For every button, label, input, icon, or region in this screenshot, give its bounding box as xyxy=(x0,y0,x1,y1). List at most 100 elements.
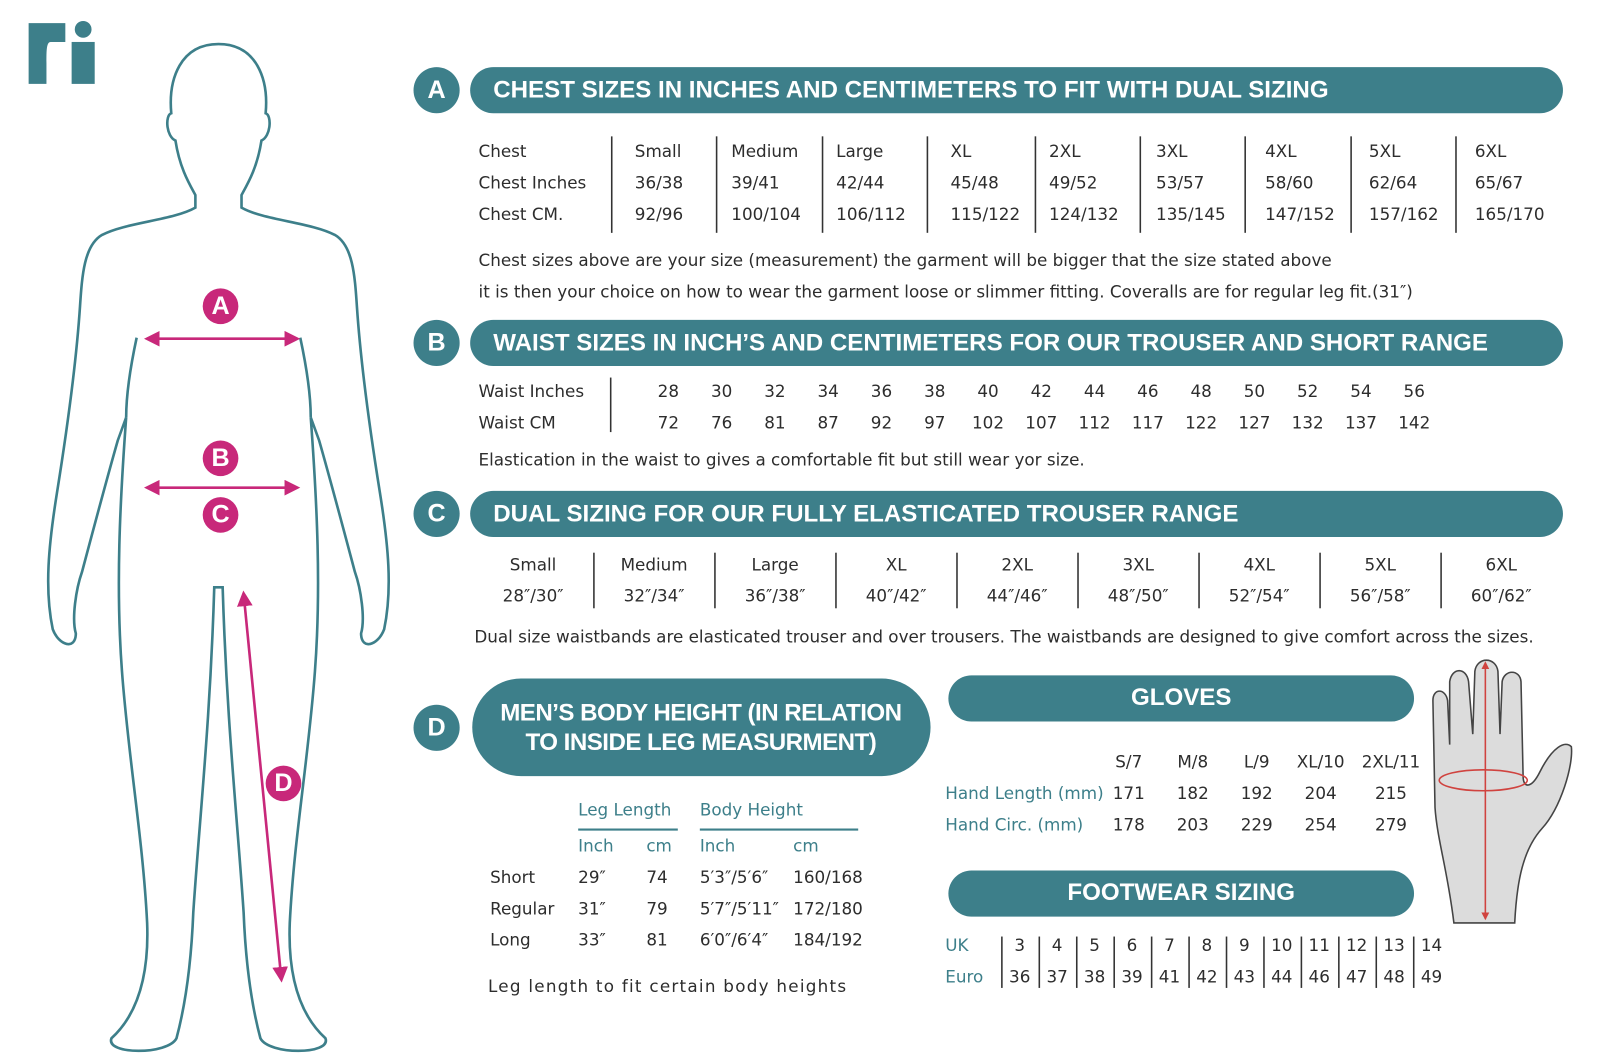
cell: 100/104 xyxy=(731,204,801,224)
cell: 32 xyxy=(764,381,785,401)
cell: 50 xyxy=(1244,381,1265,401)
section-title: MEN’S BODY HEIGHT (IN RELATION xyxy=(500,700,901,727)
cell: 5XL xyxy=(1369,141,1401,161)
cell: 44 xyxy=(1271,966,1292,986)
cell: Small xyxy=(510,554,557,574)
cell: 147/152 xyxy=(1265,204,1335,224)
badge-letter: A xyxy=(428,76,446,104)
cell: 81 xyxy=(646,930,667,950)
cell: 102 xyxy=(972,413,1004,433)
cell: 74 xyxy=(646,867,667,887)
unit: cm xyxy=(646,835,672,855)
cell: 46 xyxy=(1309,966,1330,986)
cell: 115/122 xyxy=(950,204,1020,224)
cell: 29″ xyxy=(578,867,606,887)
cell: 32″/34″ xyxy=(624,586,685,606)
note: it is then your choice on how to wear th… xyxy=(479,282,1413,302)
cell: 6 xyxy=(1127,935,1138,955)
cell: 65/67 xyxy=(1475,173,1523,193)
row-label: UK xyxy=(945,935,969,955)
unit: Inch xyxy=(578,835,613,855)
cell: 54 xyxy=(1350,381,1371,401)
cell: 40″/42″ xyxy=(866,586,927,606)
cell: 107 xyxy=(1025,413,1057,433)
badge-letter: C xyxy=(211,501,229,529)
size: XL/10 xyxy=(1297,751,1345,771)
cell: 52″/54″ xyxy=(1229,586,1290,606)
cell: 36 xyxy=(871,381,892,401)
cell: 47 xyxy=(1346,966,1367,986)
cell: 60″/62″ xyxy=(1471,586,1532,606)
cell: 5′7″/5′11″ xyxy=(700,898,779,918)
section-title: FOOTWEAR SIZING xyxy=(1067,879,1295,906)
badge xyxy=(202,440,239,477)
cell: 160/168 xyxy=(793,867,863,887)
cell: 6XL xyxy=(1486,554,1518,574)
size: S/7 xyxy=(1115,751,1142,771)
badge-letter: B xyxy=(211,444,229,472)
cell: Medium xyxy=(621,554,688,574)
cell: 42 xyxy=(1196,966,1217,986)
cell: 203 xyxy=(1177,814,1209,834)
banner xyxy=(470,319,1563,367)
cell: Short xyxy=(490,867,535,887)
cell: 112 xyxy=(1079,413,1111,433)
cell: 36/38 xyxy=(635,173,683,193)
row-label: Waist CM xyxy=(479,413,556,433)
badge xyxy=(202,288,239,325)
cell: 3 xyxy=(1014,935,1025,955)
cell: 49/52 xyxy=(1049,173,1097,193)
cell: 38 xyxy=(924,381,945,401)
cell: XL xyxy=(950,141,971,161)
cell: 11 xyxy=(1309,935,1330,955)
banner xyxy=(948,870,1415,917)
glove-illustration xyxy=(1432,659,1573,924)
cell: 28 xyxy=(658,381,679,401)
cell: 52 xyxy=(1297,381,1318,401)
section-title: CHEST SIZES IN INCHES AND CENTIMETERS TO… xyxy=(493,77,1328,104)
cell: 106/112 xyxy=(836,204,906,224)
cell: 53/57 xyxy=(1156,173,1204,193)
badge xyxy=(413,704,460,751)
cell: Chest CM. xyxy=(479,204,564,224)
banner xyxy=(470,490,1563,537)
cell: 62/64 xyxy=(1369,173,1417,193)
cell: 137 xyxy=(1345,413,1377,433)
cell: 48 xyxy=(1383,966,1404,986)
cell: 37 xyxy=(1046,966,1067,986)
size: M/8 xyxy=(1177,751,1208,771)
cell: 165/170 xyxy=(1475,204,1545,224)
cell: Medium xyxy=(731,141,798,161)
cell: 172/180 xyxy=(793,898,863,918)
badge xyxy=(265,765,302,802)
badge-letter: D xyxy=(274,769,292,797)
cell: 56 xyxy=(1404,381,1425,401)
cell: 142 xyxy=(1398,413,1430,433)
cell: 58/60 xyxy=(1265,173,1313,193)
cell: 42 xyxy=(1031,381,1052,401)
banner xyxy=(472,678,931,777)
cell: 43 xyxy=(1234,966,1255,986)
logo xyxy=(28,20,95,84)
cell: 34 xyxy=(818,381,839,401)
cell: 4XL xyxy=(1265,141,1297,161)
cell: 3XL xyxy=(1156,141,1188,161)
cell: 36″/38″ xyxy=(745,586,806,606)
group-header: Body Height xyxy=(700,800,804,820)
cell: 124/132 xyxy=(1049,204,1119,224)
cell: 79 xyxy=(646,898,667,918)
cell: Chest xyxy=(479,141,527,161)
cell: 6XL xyxy=(1475,141,1507,161)
cell: 6′0″/6′4″ xyxy=(700,930,768,950)
cell: 7 xyxy=(1164,935,1175,955)
banner xyxy=(948,675,1415,722)
cell: 117 xyxy=(1132,413,1164,433)
badge-letter: D xyxy=(428,714,446,742)
cell: 39 xyxy=(1121,966,1142,986)
cell: 135/145 xyxy=(1156,204,1226,224)
cell: 44″/46″ xyxy=(987,586,1048,606)
cell: Long xyxy=(490,930,531,950)
cell: 30 xyxy=(711,381,732,401)
cell: 8 xyxy=(1202,935,1213,955)
